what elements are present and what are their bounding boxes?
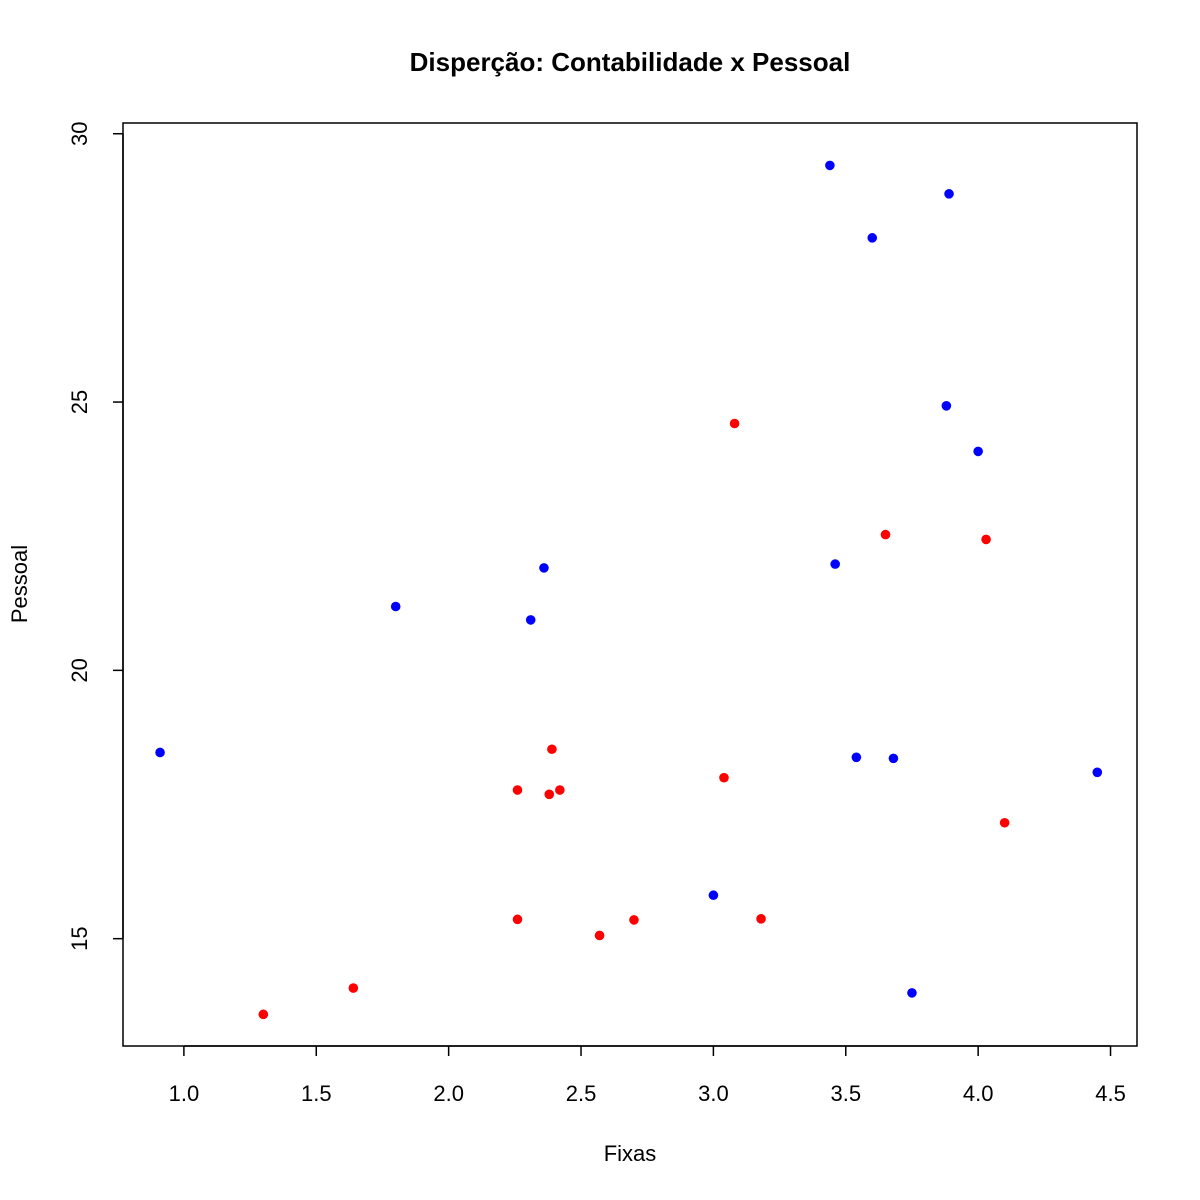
y-tick-label: 15	[67, 926, 92, 950]
data-point	[512, 914, 523, 925]
data-point	[258, 1009, 269, 1020]
x-tick-label: 1.0	[169, 1081, 200, 1106]
data-point	[594, 930, 605, 941]
x-tick-label: 2.0	[433, 1081, 464, 1106]
data-point	[851, 752, 862, 763]
data-point	[539, 563, 549, 573]
data-point	[756, 914, 766, 924]
data-point	[973, 446, 983, 457]
data-point	[830, 559, 840, 569]
y-axis-label: Pessoal	[7, 545, 32, 623]
data-point	[981, 534, 991, 545]
x-axis-label: Fixas	[604, 1141, 657, 1166]
chart-title: Disperção: Contabilidade x Pessoal	[410, 47, 851, 77]
data-point	[547, 744, 557, 755]
data-point	[555, 785, 565, 795]
data-point	[825, 160, 835, 171]
data-point	[525, 615, 536, 625]
data-point	[390, 601, 401, 612]
x-axis: 1.0 1.5 2.0 2.5 3.0 3.5 4.0 4.5	[169, 1045, 1126, 1106]
y-tick-label: 30	[67, 121, 92, 145]
y-tick-label: 25	[67, 390, 92, 414]
data-point	[867, 233, 878, 243]
data-point	[880, 529, 891, 540]
data-point	[888, 753, 899, 764]
data-point	[719, 772, 729, 783]
data-point	[348, 983, 359, 993]
data-point	[629, 915, 639, 925]
data-point	[999, 817, 1010, 828]
x-tick-label: 3.0	[698, 1081, 729, 1106]
x-tick-label: 3.5	[830, 1081, 861, 1106]
data-point	[941, 401, 952, 411]
x-tick-label: 2.5	[566, 1081, 597, 1106]
data-point	[512, 785, 523, 795]
data-point	[155, 747, 165, 758]
x-tick-label: 1.5	[301, 1081, 332, 1106]
y-axis: 15 20 25 30	[67, 121, 124, 951]
plot-area	[122, 122, 1138, 1047]
x-tick-label: 4.5	[1095, 1081, 1126, 1106]
data-points	[155, 160, 1103, 1020]
data-point	[708, 890, 719, 901]
data-point	[944, 189, 954, 199]
data-point	[729, 418, 740, 429]
data-point	[544, 789, 555, 800]
data-point	[1092, 767, 1103, 778]
data-point	[907, 988, 917, 998]
x-tick-label: 4.0	[963, 1081, 994, 1106]
y-tick-label: 20	[67, 658, 92, 682]
